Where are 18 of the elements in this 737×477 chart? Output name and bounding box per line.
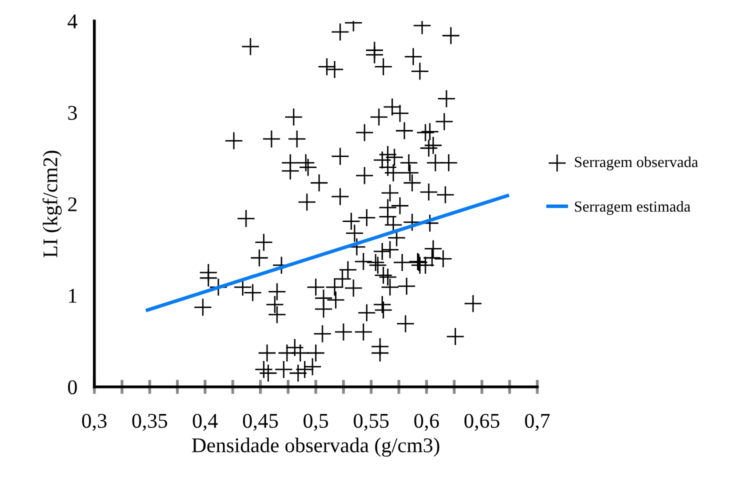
y-tick-label: 3 [68, 106, 77, 120]
x-tick-label: 0,4 [192, 414, 218, 431]
y-tick-label: 4 [68, 14, 78, 28]
x-tick-label: 0,5 [304, 414, 328, 431]
y-tick-label: 0 [68, 380, 77, 394]
x-axis-title: Densidade observada (g/cm3) [192, 438, 440, 457]
y-tick-label: 1 [69, 288, 76, 303]
x-tick-label: 0,65 [464, 414, 500, 431]
legend-label: Serragem estimada [574, 200, 690, 215]
x-tick-label: 0,35 [132, 414, 168, 431]
legend-label: Serragem observada [574, 156, 698, 170]
y-tick-label: 2 [68, 197, 77, 212]
x-tick-label: 0,7 [525, 414, 550, 431]
x-tick-label: 0,55 [354, 414, 389, 431]
y-axis-title: LI (kgf/cm2) [42, 150, 62, 258]
x-tick-label: 0,3 [82, 414, 107, 431]
x-tick-label: 0,45 [243, 414, 278, 431]
x-tick-label: 0,6 [414, 414, 439, 431]
